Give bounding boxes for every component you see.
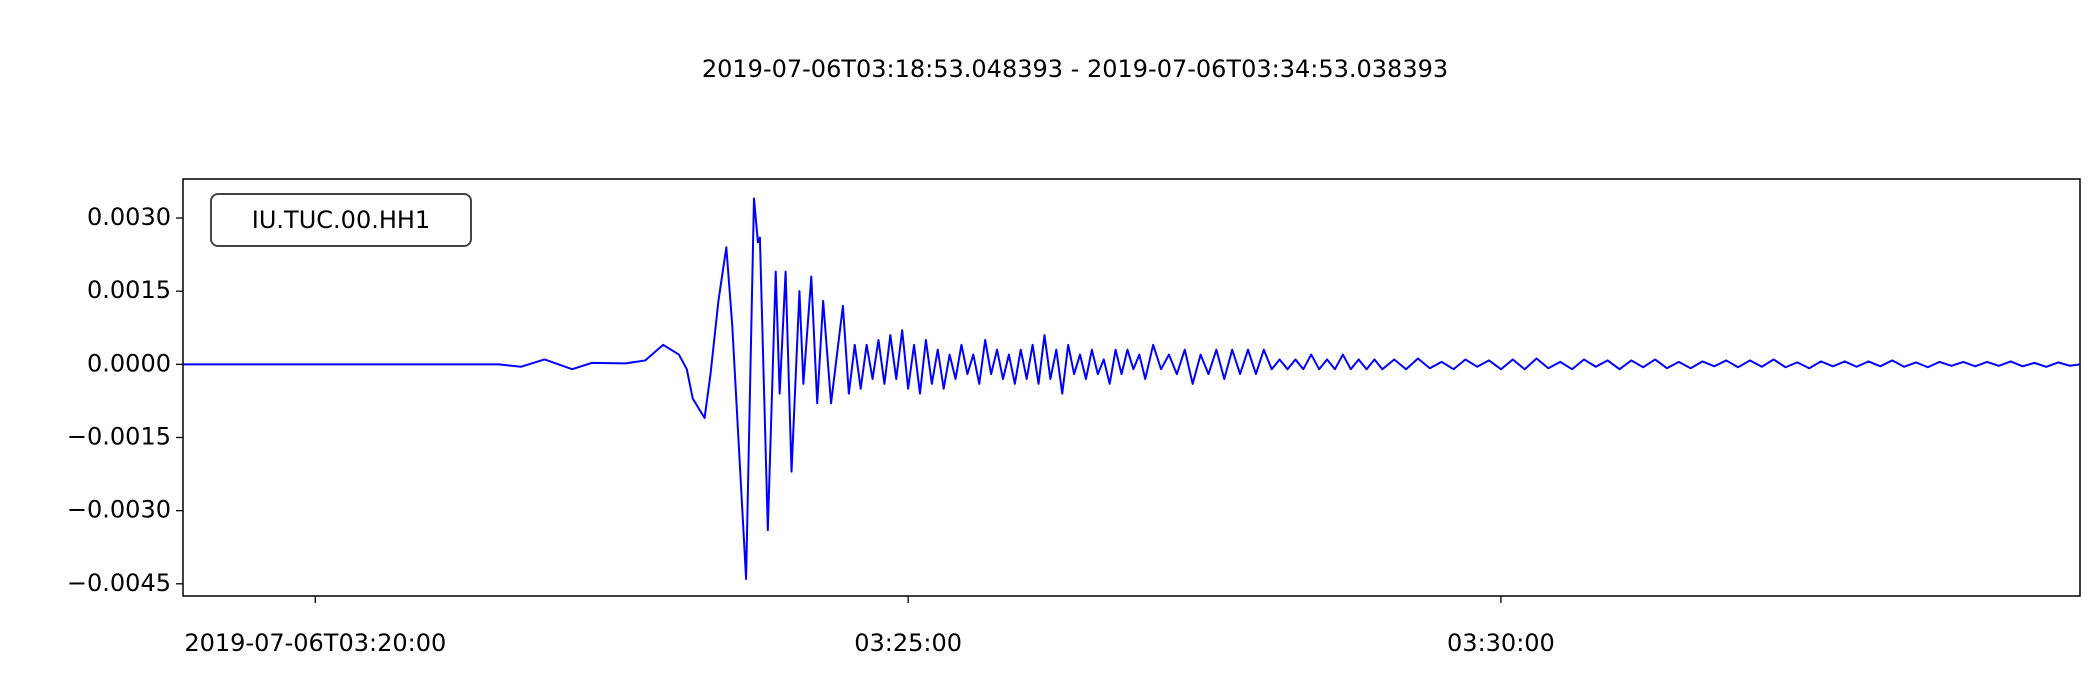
annotation: IU.TUC.00.HH1	[252, 206, 430, 234]
x-tick-label: 03:25:00	[854, 629, 962, 657]
y-tick-label: 0.0000	[87, 349, 171, 377]
y-tick-label: −0.0045	[67, 569, 171, 597]
x-tick-label: 03:30:00	[1447, 629, 1555, 657]
plot-frame	[182, 178, 2081, 597]
annotation-box	[210, 193, 472, 247]
y-tick-label: −0.0030	[67, 496, 171, 524]
y-tick-label: 0.0015	[87, 276, 171, 304]
x-tick-label: 2019-07-06T03:20:00	[184, 629, 446, 657]
trace	[183, 197, 2081, 580]
y-tick-label: 0.0030	[87, 203, 171, 231]
chart-title: 2019-07-06T03:18:53.048393 - 2019-07-06T…	[702, 55, 1448, 83]
y-tick-label: −0.0015	[67, 422, 171, 450]
